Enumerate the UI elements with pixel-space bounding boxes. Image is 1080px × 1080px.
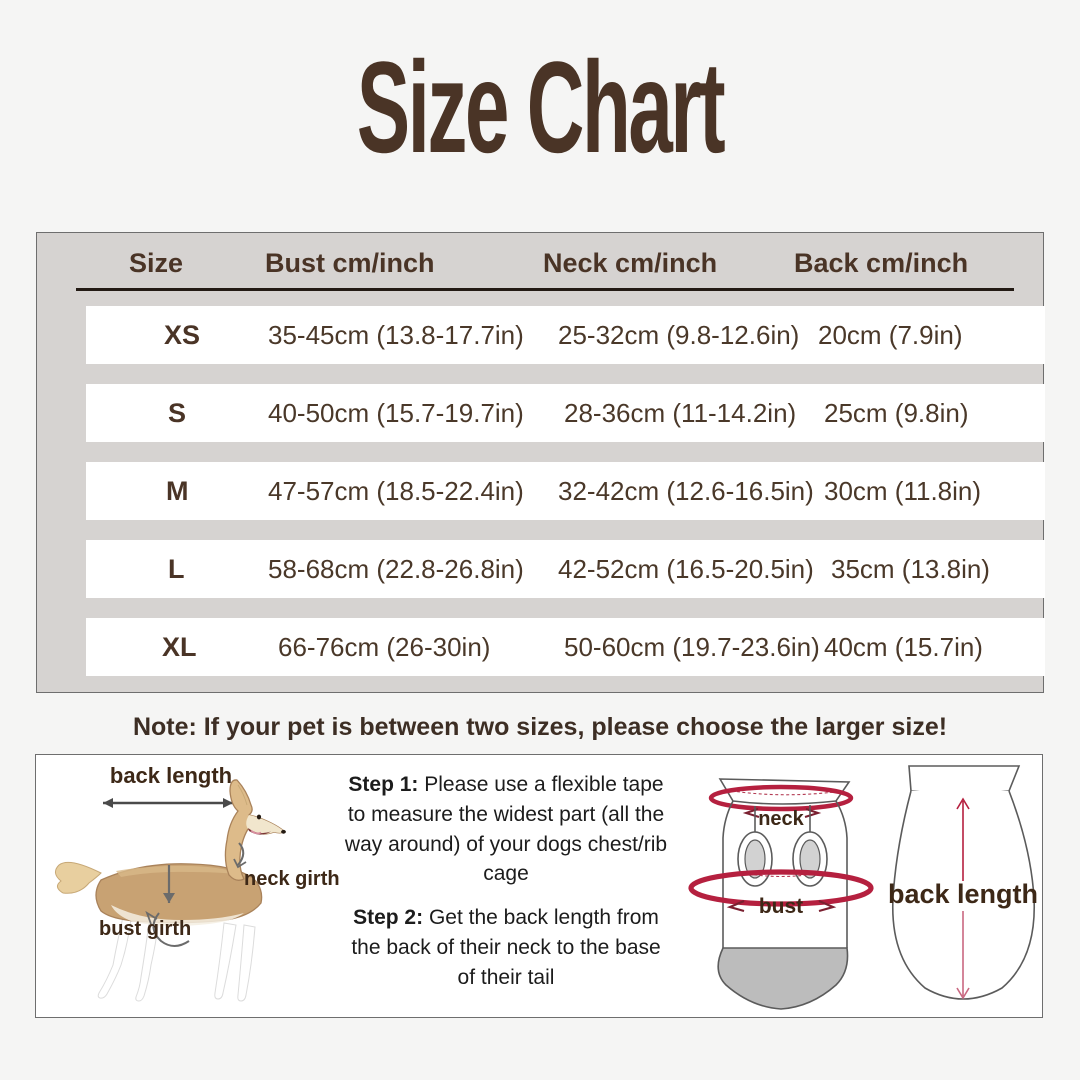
- svg-text:bust girth: bust girth: [99, 918, 191, 940]
- svg-text:bust: bust: [759, 895, 803, 918]
- svg-text:back length: back length: [888, 879, 1038, 909]
- svg-text:back length: back length: [110, 765, 232, 788]
- svg-text:neck: neck: [758, 808, 804, 830]
- svg-text:neck girth: neck girth: [244, 868, 340, 890]
